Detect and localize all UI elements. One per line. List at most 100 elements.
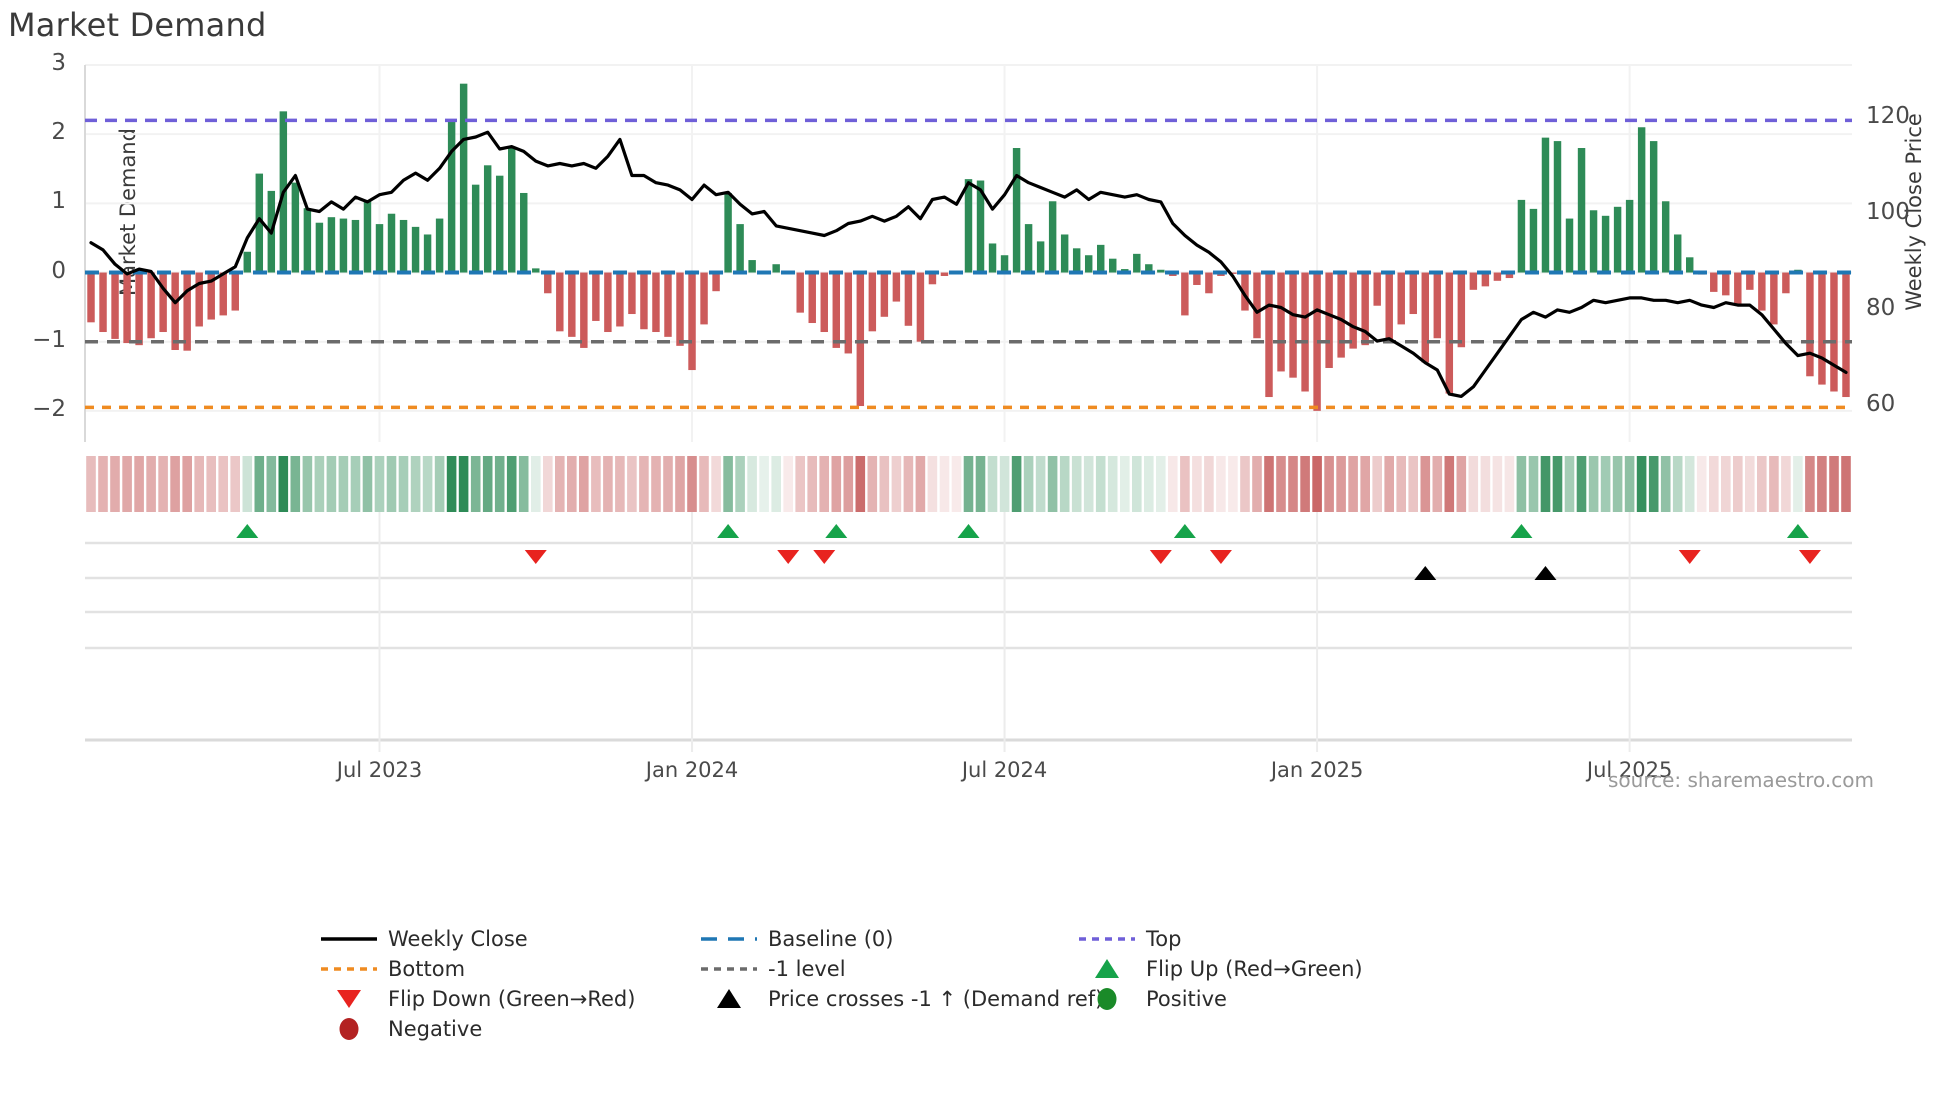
demand-bar[interactable] — [1601, 215, 1610, 273]
heatmap-cell[interactable] — [927, 456, 938, 512]
heatmap-cell[interactable] — [531, 456, 541, 512]
demand-bar[interactable] — [1181, 272, 1189, 316]
flip-down-marker[interactable] — [813, 550, 836, 564]
demand-bar[interactable] — [147, 272, 155, 339]
demand-bar[interactable] — [1024, 224, 1033, 273]
heatmap-cell[interactable] — [1504, 456, 1515, 512]
heatmap-cell[interactable] — [350, 456, 361, 512]
heatmap-cell[interactable] — [1156, 456, 1166, 512]
demand-bar[interactable] — [1613, 206, 1622, 273]
demand-bar[interactable] — [1072, 248, 1081, 273]
demand-bar[interactable] — [1337, 272, 1345, 358]
heatmap-cell[interactable] — [1745, 456, 1755, 512]
heatmap-cell[interactable] — [302, 456, 313, 512]
demand-bar[interactable] — [1577, 148, 1586, 273]
heatmap-cell[interactable] — [795, 456, 805, 512]
heatmap-cell[interactable] — [651, 456, 661, 512]
legend-item[interactable]: Positive — [1068, 980, 1227, 1018]
demand-bar[interactable] — [988, 243, 997, 273]
heatmap-cell[interactable] — [711, 456, 721, 512]
demand-bar[interactable] — [1385, 272, 1393, 342]
heatmap-cell[interactable] — [579, 456, 589, 512]
heatmap-cell[interactable] — [1336, 456, 1346, 512]
demand-bar[interactable] — [375, 224, 384, 273]
heatmap-cell[interactable] — [1793, 456, 1803, 512]
demand-bar[interactable] — [940, 272, 949, 276]
heatmap-cell[interactable] — [326, 456, 337, 512]
heatmap-cell[interactable] — [1576, 456, 1587, 512]
heatmap-cell[interactable] — [1552, 456, 1563, 512]
demand-bar[interactable] — [880, 272, 889, 317]
demand-bar[interactable] — [1133, 253, 1141, 273]
heatmap-cell[interactable] — [591, 456, 601, 512]
demand-bar[interactable] — [1048, 201, 1057, 273]
heatmap-cell[interactable] — [1384, 456, 1394, 512]
heatmap-cell[interactable] — [951, 456, 962, 512]
demand-bar[interactable] — [712, 272, 720, 292]
demand-bar[interactable] — [1265, 272, 1273, 398]
demand-bar[interactable] — [1758, 272, 1766, 311]
heatmap-cell[interactable] — [218, 456, 228, 512]
legend-item[interactable]: Weekly Close — [310, 920, 528, 958]
heatmap-cell[interactable] — [1721, 456, 1731, 512]
demand-bar[interactable] — [1373, 272, 1381, 306]
heatmap-cell[interactable] — [1528, 456, 1539, 512]
demand-bar[interactable] — [435, 218, 444, 273]
heatmap-cell[interactable] — [1192, 456, 1202, 512]
heatmap-cell[interactable] — [1432, 456, 1443, 512]
heatmap-cell[interactable] — [458, 456, 469, 512]
demand-bar[interactable] — [1481, 272, 1490, 287]
heatmap-cell[interactable] — [903, 456, 914, 512]
heatmap-cell[interactable] — [891, 456, 902, 512]
demand-bar[interactable] — [135, 272, 143, 346]
heatmap-cell[interactable] — [146, 456, 156, 512]
demand-bar[interactable] — [628, 272, 636, 315]
heatmap-cell[interactable] — [110, 456, 120, 512]
heatmap-cell[interactable] — [1120, 456, 1130, 512]
demand-bar[interactable] — [1241, 272, 1249, 311]
heatmap-cell[interactable] — [1660, 456, 1671, 512]
heatmap-cell[interactable] — [1564, 456, 1575, 512]
heatmap-cell[interactable] — [1300, 456, 1310, 512]
demand-bar[interactable] — [459, 83, 468, 273]
heatmap-cell[interactable] — [158, 456, 168, 512]
demand-bar[interactable] — [736, 224, 744, 273]
demand-bar[interactable] — [1445, 272, 1454, 394]
heatmap-cell[interactable] — [1480, 456, 1491, 512]
demand-bar[interactable] — [303, 208, 312, 273]
demand-bar[interactable] — [1553, 141, 1562, 273]
demand-bar[interactable] — [1349, 272, 1357, 349]
demand-bar[interactable] — [652, 272, 660, 333]
heatmap-cell[interactable] — [278, 456, 289, 512]
heatmap-cell[interactable] — [999, 456, 1010, 512]
demand-bar[interactable] — [123, 272, 131, 344]
demand-bar[interactable] — [255, 173, 264, 273]
heatmap-cell[interactable] — [1023, 456, 1034, 512]
heatmap-cell[interactable] — [615, 456, 625, 512]
demand-bar[interactable] — [568, 272, 576, 337]
demand-bar[interactable] — [1782, 272, 1790, 294]
heatmap-cell[interactable] — [1047, 456, 1058, 512]
legend-item[interactable]: Bottom — [310, 950, 465, 988]
heatmap-cell[interactable] — [939, 456, 950, 512]
price-cross-marker[interactable] — [1534, 566, 1557, 580]
demand-bar[interactable] — [471, 184, 480, 273]
demand-bar[interactable] — [604, 272, 612, 333]
demand-bar[interactable] — [1397, 272, 1405, 325]
heatmap-cell[interactable] — [555, 456, 565, 512]
demand-bar[interactable] — [1842, 272, 1850, 398]
demand-bar[interactable] — [231, 272, 239, 311]
demand-bar[interactable] — [1409, 272, 1417, 315]
demand-bar[interactable] — [411, 226, 420, 273]
heatmap-cell[interactable] — [627, 456, 637, 512]
flip-up-marker[interactable] — [236, 524, 259, 538]
demand-bar[interactable] — [1637, 127, 1646, 273]
weekly-close-line[interactable] — [89, 130, 1848, 398]
heatmap-cell[interactable] — [987, 456, 998, 512]
heatmap-cell[interactable] — [506, 456, 517, 512]
heatmap-cell[interactable] — [831, 456, 842, 512]
heatmap-cell[interactable] — [434, 456, 445, 512]
flip-down-marker[interactable] — [1209, 550, 1232, 564]
heatmap-cell[interactable] — [1684, 456, 1695, 512]
legend-item[interactable]: -1 level — [690, 950, 846, 988]
